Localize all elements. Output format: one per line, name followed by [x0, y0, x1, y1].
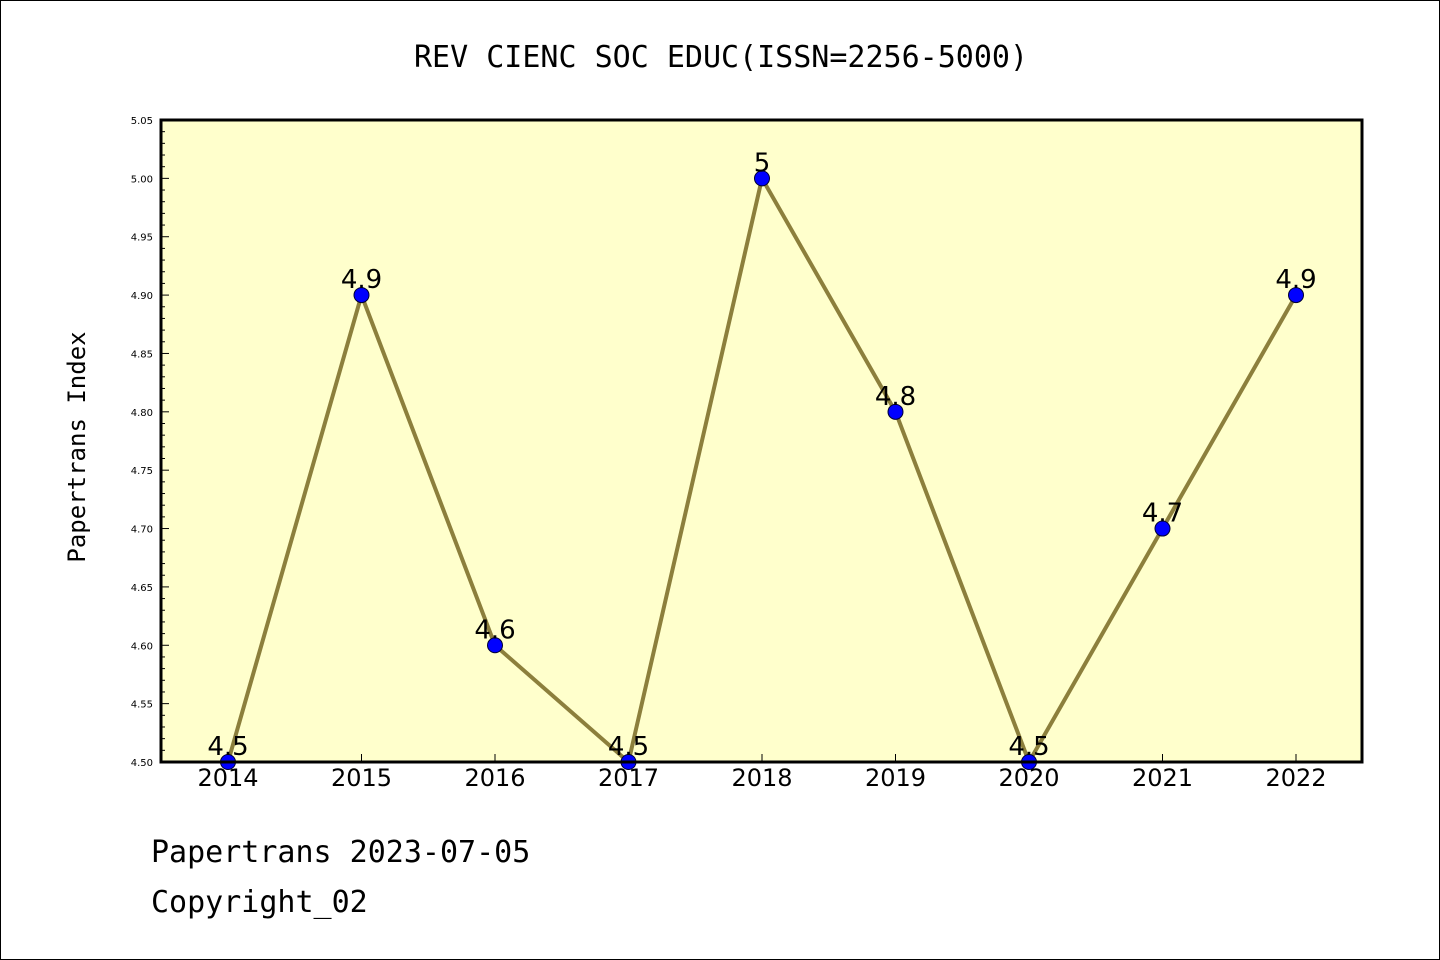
data-label: 4.8 — [875, 382, 916, 412]
data-label: 4.5 — [1008, 732, 1049, 762]
y-tick-label: 5.05 — [131, 116, 153, 127]
y-tick-label: 4.60 — [131, 641, 153, 652]
plot-background — [161, 120, 1362, 762]
y-tick-label: 5.00 — [131, 174, 153, 185]
x-tick-label: 2016 — [464, 764, 525, 792]
data-point — [887, 403, 904, 420]
x-tick-label: 2019 — [865, 764, 926, 792]
data-label: 4.5 — [608, 732, 649, 762]
y-tick-label: 4.55 — [131, 700, 153, 711]
plot-area: 4.504.554.604.654.704.754.804.854.904.95… — [131, 116, 1364, 792]
x-tick-label: 2021 — [1132, 764, 1193, 792]
y-tick-label: 4.80 — [131, 408, 153, 419]
x-tick-label: 2022 — [1265, 764, 1326, 792]
data-point — [353, 287, 370, 304]
y-tick-label: 4.75 — [131, 466, 153, 477]
x-tick-label: 2015 — [331, 764, 392, 792]
data-label: 5 — [754, 148, 771, 178]
footer-copyright: Copyright_02 — [151, 885, 368, 920]
data-point — [754, 170, 770, 187]
y-tick-label: 4.50 — [131, 758, 153, 769]
data-point — [487, 637, 503, 654]
data-label: 4.9 — [1275, 265, 1316, 295]
y-axis-label: Papertrans Index — [63, 331, 91, 562]
x-tick-label: 2018 — [731, 764, 792, 792]
y-tick-label: 4.90 — [131, 291, 153, 302]
y-tick-label: 4.65 — [131, 583, 153, 594]
data-point — [1154, 520, 1171, 537]
data-label: 4.9 — [341, 265, 382, 295]
footer-date-line: Papertrans 2023-07-05 — [151, 835, 531, 870]
data-label: 4.7 — [1142, 499, 1183, 529]
y-tick-label: 4.70 — [131, 525, 153, 536]
y-tick-label: 4.95 — [131, 233, 153, 244]
data-label: 4.6 — [474, 615, 515, 645]
y-tick-label: 4.85 — [131, 349, 153, 360]
data-point — [1288, 287, 1304, 304]
data-label: 4.5 — [207, 732, 248, 762]
chart-title: REV CIENC SOC EDUC(ISSN=2256-5000) — [414, 40, 1028, 75]
plot-border — [159, 118, 1364, 764]
